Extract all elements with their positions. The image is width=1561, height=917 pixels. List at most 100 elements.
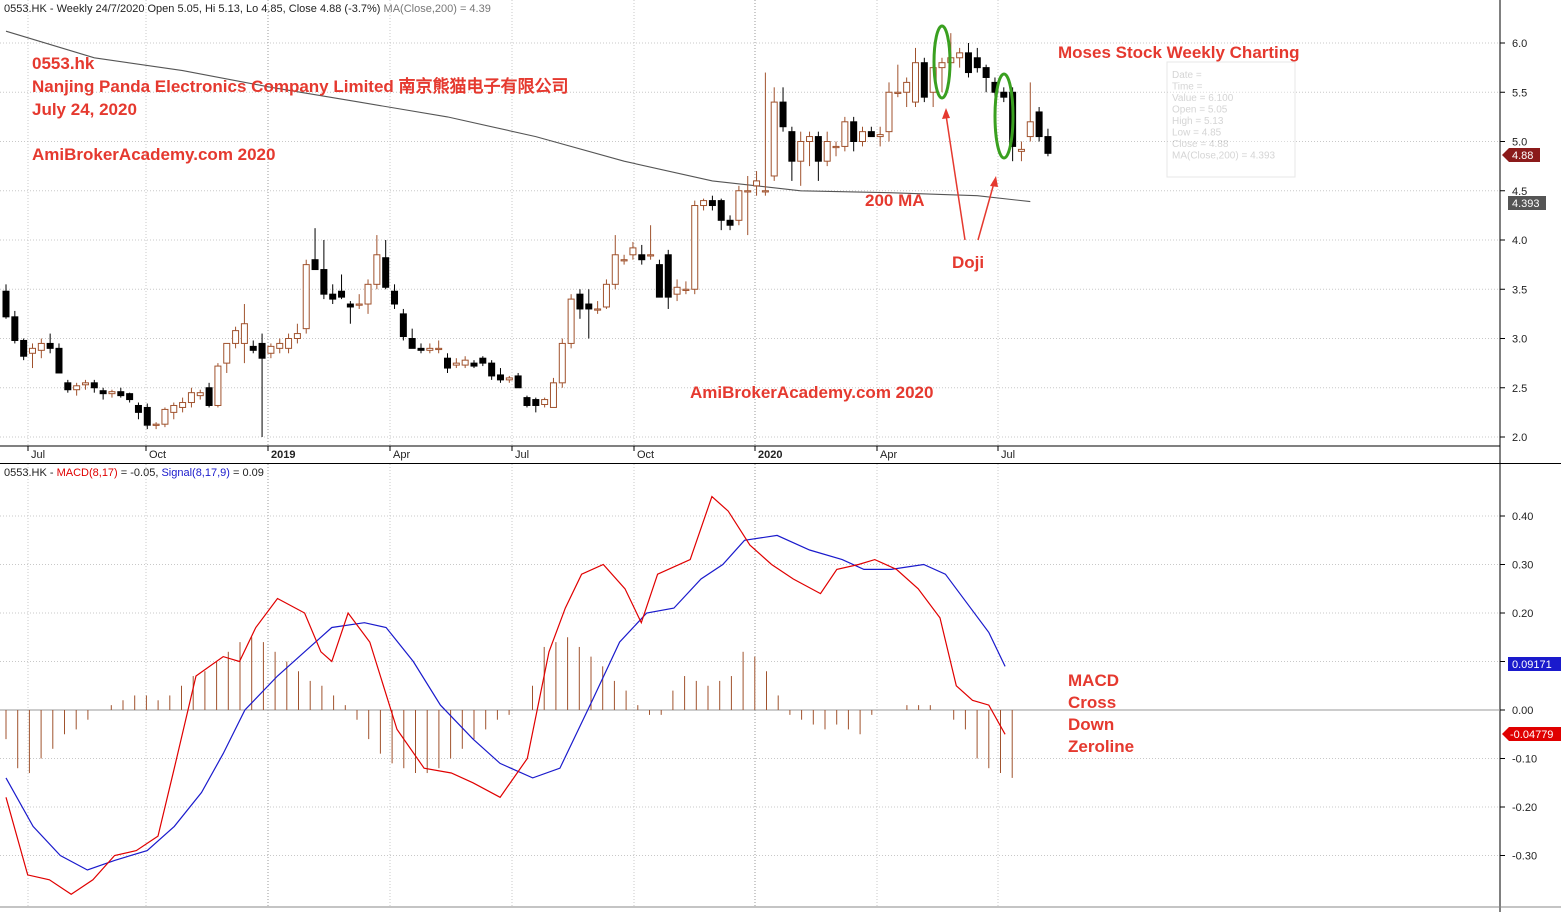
- candle-down: [655, 264, 663, 298]
- candle-down: [788, 131, 796, 162]
- candle-down: [779, 101, 787, 128]
- candle-up: [806, 136, 814, 142]
- macd-cross-annotation: MACD Cross Down Zeroline: [1068, 671, 1134, 756]
- candle-up: [558, 342, 566, 384]
- candle-up: [170, 404, 178, 413]
- candle-up: [152, 423, 160, 426]
- tooltip-line: Date =: [1172, 70, 1202, 81]
- doji-label: Doji: [952, 253, 984, 272]
- time-tick-label: 2020: [758, 449, 782, 461]
- macd-value-tag: -0.04779: [1502, 727, 1561, 741]
- candle-down: [249, 345, 257, 351]
- candle-up: [744, 190, 752, 193]
- candle-up: [426, 347, 434, 351]
- candle-layer[interactable]: [2, 33, 1052, 437]
- candle-down: [717, 200, 725, 221]
- time-tick-label: 2019: [271, 449, 295, 461]
- watermark-center: AmiBrokerAcademy.com 2020: [690, 383, 933, 402]
- candle-up: [691, 205, 699, 290]
- candle-down: [134, 404, 142, 413]
- candle-down: [982, 67, 990, 78]
- candle-up: [187, 392, 195, 404]
- candle-up: [285, 338, 293, 349]
- time-tick-label: Apr: [393, 449, 410, 461]
- candle-down: [708, 200, 716, 207]
- ma200-layer: [5, 30, 1031, 203]
- price-tick-label: 4.5: [1512, 186, 1527, 198]
- doji-circle-2: [993, 72, 1015, 160]
- candle-down: [920, 62, 928, 98]
- candle-down: [399, 313, 407, 338]
- doji-arrowhead-left: [942, 108, 950, 119]
- doji-arrow-right: [977, 182, 995, 241]
- macd-tick-label: -0.10: [1512, 754, 1537, 766]
- candle-down: [488, 362, 496, 377]
- watermark-left: AmiBrokerAcademy.com 2020: [32, 145, 275, 164]
- svg-text:-0.04779: -0.04779: [1510, 729, 1553, 741]
- price-tick-label: 6.0: [1512, 38, 1527, 50]
- candle-up: [293, 333, 301, 340]
- candle-up: [956, 52, 964, 59]
- candle-up: [37, 342, 45, 351]
- time-axis-ticks: Jul Oct 2019 Apr Jul Oct 2020 Apr Jul: [27, 446, 1015, 461]
- candle-down: [479, 357, 487, 364]
- macd-tick-label: 0.00: [1512, 705, 1533, 717]
- candle-down: [726, 219, 734, 226]
- svg-text:4.393: 4.393: [1512, 198, 1540, 210]
- candle-up: [823, 141, 831, 162]
- tooltip-line: Low = 4.85: [1172, 128, 1222, 139]
- macd-tick-label: 0.40: [1512, 511, 1533, 523]
- candle-up: [505, 377, 513, 381]
- candle-down: [311, 259, 319, 271]
- candle-up: [567, 298, 575, 344]
- candle-down: [338, 290, 346, 298]
- candle-up: [700, 200, 708, 207]
- candle-down: [20, 339, 28, 357]
- candle-up: [1017, 148, 1025, 152]
- tooltip-line: Open = 5.05: [1172, 105, 1228, 116]
- candle-up: [240, 323, 248, 344]
- signal-value-tag: 0.09171: [1508, 657, 1561, 671]
- candle-down: [814, 136, 822, 162]
- candle-down: [532, 399, 540, 406]
- ma200-label: 200 MA: [865, 191, 925, 210]
- price-grid: [0, 0, 1500, 446]
- company-annotation: Nanjing Panda Electronics Company Limite…: [32, 76, 569, 96]
- time-tick-label: Oct: [637, 449, 654, 461]
- doji-arrowhead-right: [990, 176, 998, 187]
- candle-down: [90, 382, 98, 389]
- tooltip-line: Value = 6.100: [1172, 93, 1234, 104]
- candle-down: [2, 290, 10, 318]
- doji-arrow-left: [945, 114, 966, 241]
- candle-up: [364, 283, 372, 305]
- candle-down: [391, 290, 399, 305]
- candle-down: [576, 293, 584, 310]
- candle-down: [1035, 111, 1043, 138]
- candle-down: [99, 390, 107, 395]
- candle-up: [549, 382, 557, 408]
- tooltip-line: Close = 4.88: [1172, 139, 1229, 150]
- candle-down: [329, 293, 337, 300]
- candle-down: [585, 303, 593, 310]
- price-tick-label: 3.0: [1512, 334, 1527, 346]
- candle-down: [126, 393, 134, 401]
- macd-tick-label: 0.30: [1512, 560, 1533, 572]
- candle-down: [523, 397, 531, 406]
- candle-up: [73, 385, 81, 391]
- candle-down: [1000, 91, 1008, 98]
- candle-up: [682, 288, 690, 291]
- price-panel-header: 0553.HK - Weekly 24/7/2020 Open 5.05, Hi…: [4, 3, 491, 15]
- histogram-layer: [5, 637, 1013, 778]
- tooltip-line: Time =: [1172, 82, 1203, 93]
- time-tick-label: Jul: [515, 449, 529, 461]
- time-tick-label: Oct: [149, 449, 166, 461]
- candle-up: [81, 382, 89, 386]
- price-tick-label: 5.5: [1512, 87, 1527, 99]
- candle-up: [894, 91, 902, 94]
- candle-up: [770, 101, 778, 177]
- tooltip-line: High = 5.13: [1172, 116, 1224, 127]
- candle-down: [514, 375, 522, 389]
- svg-text:0.09171: 0.09171: [1512, 659, 1552, 671]
- candle-down: [55, 347, 63, 374]
